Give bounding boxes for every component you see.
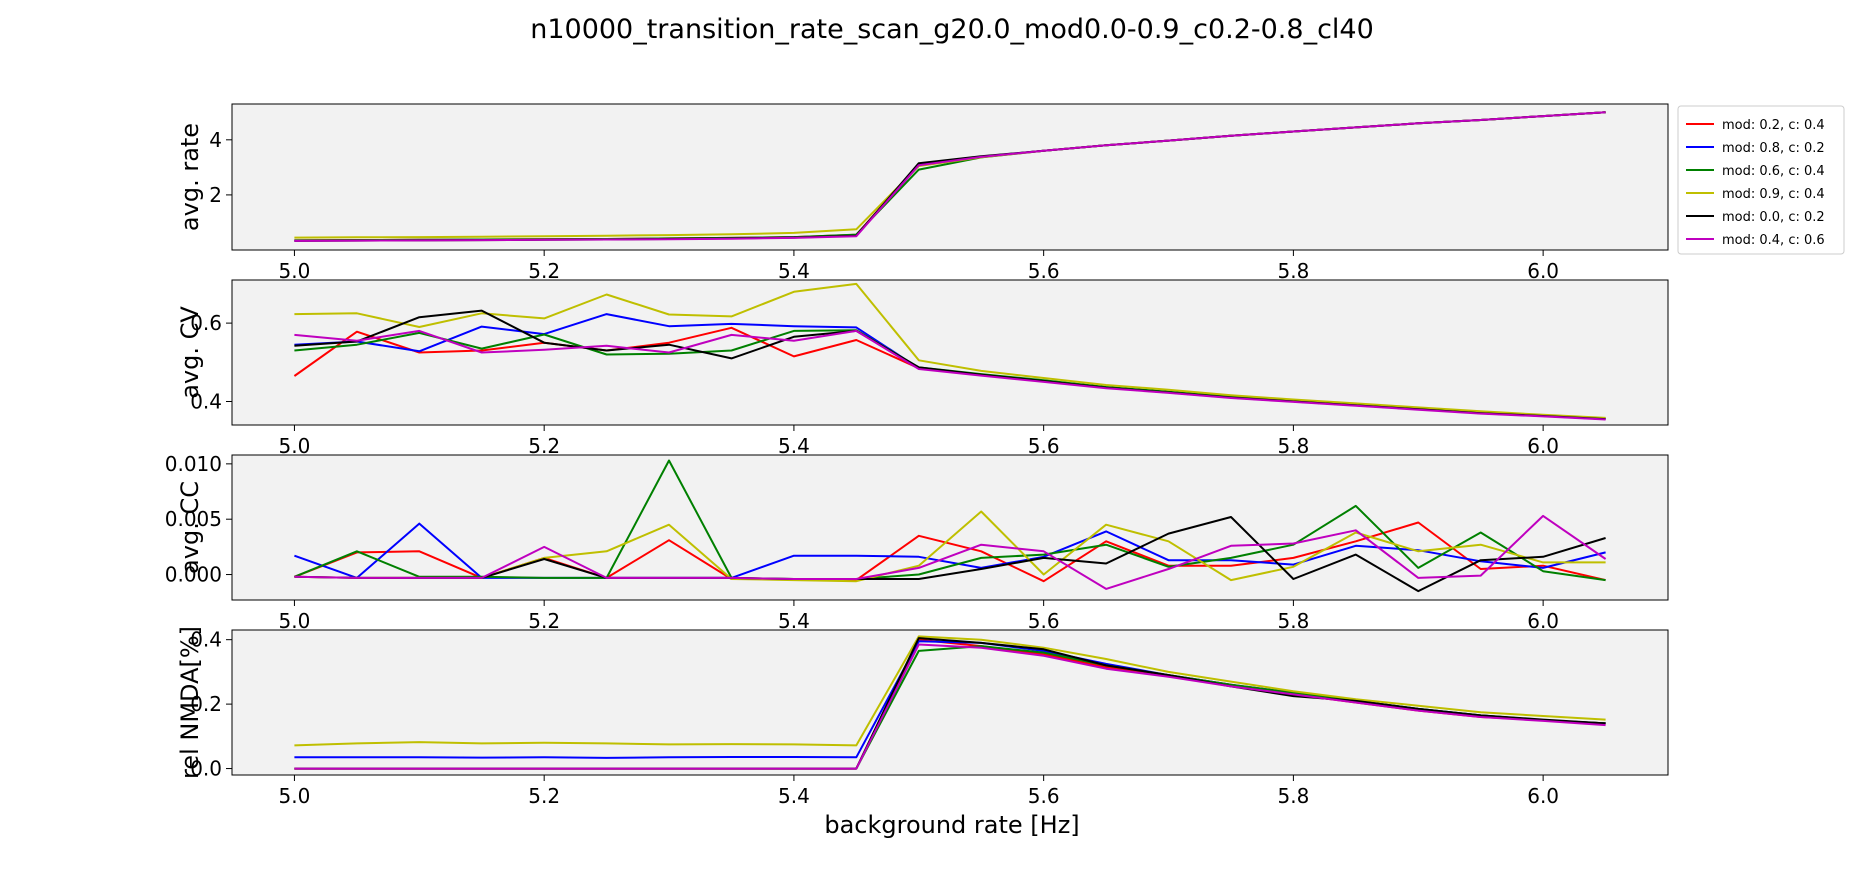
series-line-6 xyxy=(294,643,1606,770)
legend-entry-label: mod: 0.2, c: 0.4 xyxy=(1722,118,1825,133)
legend-entry-label: mod: 0.9, c: 0.4 xyxy=(1722,187,1825,202)
series-line-3 xyxy=(294,459,1606,582)
x-tick-label: 5.2 xyxy=(528,259,560,283)
y-tick-label: 0.010 xyxy=(165,452,222,476)
y-tick-label: 0.4 xyxy=(190,389,222,413)
x-tick-label: 5.4 xyxy=(778,259,810,283)
plot-area xyxy=(232,104,1668,250)
series-group xyxy=(293,282,1606,421)
x-tick-label: 5.8 xyxy=(1277,784,1309,808)
plot-area xyxy=(232,630,1668,775)
x-tick-label: 5.4 xyxy=(778,609,810,633)
legend-entry-label: mod: 0.0, c: 0.2 xyxy=(1722,210,1825,225)
series-group xyxy=(294,635,1606,770)
legend-entry-label: mod: 0.4, c: 0.6 xyxy=(1722,233,1825,248)
x-tick-label: 5.6 xyxy=(1028,609,1060,633)
x-tick-label: 5.2 xyxy=(528,609,560,633)
plot-frame xyxy=(231,279,1669,426)
legend: mod: 0.2, c: 0.4 mod: 0.8, c: 0.2 mod: 0.6… xyxy=(1677,105,1845,255)
series-group xyxy=(294,111,1606,242)
y-tick-label: 0.4 xyxy=(190,628,222,652)
x-tick-label: 5.4 xyxy=(778,784,810,808)
x-tick-label: 6.0 xyxy=(1527,784,1559,808)
x-tick-label: 5.0 xyxy=(279,609,311,633)
x-tick-label: 5.4 xyxy=(778,434,810,458)
chart-title: n10000_transition_rate_scan_g20.0_mod0.0… xyxy=(530,14,1374,45)
x-tick-label: 5.6 xyxy=(1028,784,1060,808)
y-tick-label: 0.0 xyxy=(190,757,222,781)
x-tick-label: 5.6 xyxy=(1028,434,1060,458)
series-line-6 xyxy=(294,329,1606,421)
x-tick-label: 6.0 xyxy=(1527,434,1559,458)
x-tick-label: 6.0 xyxy=(1527,609,1559,633)
series-line-4 xyxy=(294,282,1606,419)
x-tick-label: 5.8 xyxy=(1277,259,1309,283)
x-tick-label: 5.8 xyxy=(1277,434,1309,458)
x-tick-label: 5.0 xyxy=(279,259,311,283)
series-line-5 xyxy=(294,516,1606,593)
x-tick-label: 5.0 xyxy=(279,434,311,458)
y-tick-label: 2 xyxy=(209,183,222,207)
x-tick-label: 5.2 xyxy=(528,434,560,458)
series-line-6 xyxy=(294,514,1607,590)
y-axis-label: rel NMDA[%] xyxy=(176,626,204,779)
series-line-6 xyxy=(294,111,1606,242)
plot-frame xyxy=(231,454,1669,601)
y-tick-label: 0.6 xyxy=(190,311,222,335)
x-tick-label: 5.2 xyxy=(528,784,560,808)
panel-3: 5.0 5.2 5.4 5.6 5.8 6.0 0.000 0.005 0.010 avg. CC xyxy=(165,452,1669,633)
y-tick-label: 4 xyxy=(209,128,222,152)
y-tick-label: 0.000 xyxy=(165,563,222,587)
y-tick-label: 0.2 xyxy=(190,692,222,716)
x-tick-label: 6.0 xyxy=(1527,259,1559,283)
legend-box xyxy=(1677,105,1845,255)
series-line-4 xyxy=(294,635,1606,747)
x-tick-label: 5.6 xyxy=(1028,259,1060,283)
plot-frame xyxy=(231,629,1669,776)
plot-frame xyxy=(231,103,1669,251)
y-axis-label: avg. rate xyxy=(176,123,204,231)
y-tick-label: 0.005 xyxy=(165,507,222,531)
plot-area xyxy=(232,280,1668,425)
legend-entry-label: mod: 0.8, c: 0.2 xyxy=(1722,141,1825,156)
y-axis-label: avg. CC xyxy=(176,481,204,574)
x-tick-label: 5.8 xyxy=(1277,609,1309,633)
y-axis-label: avg. CV xyxy=(176,306,204,399)
x-axis-label: background rate [Hz] xyxy=(824,811,1079,839)
x-tick-label: 5.0 xyxy=(279,784,311,808)
series-group xyxy=(294,459,1607,593)
legend-entry-label: mod: 0.6, c: 0.4 xyxy=(1722,164,1825,179)
